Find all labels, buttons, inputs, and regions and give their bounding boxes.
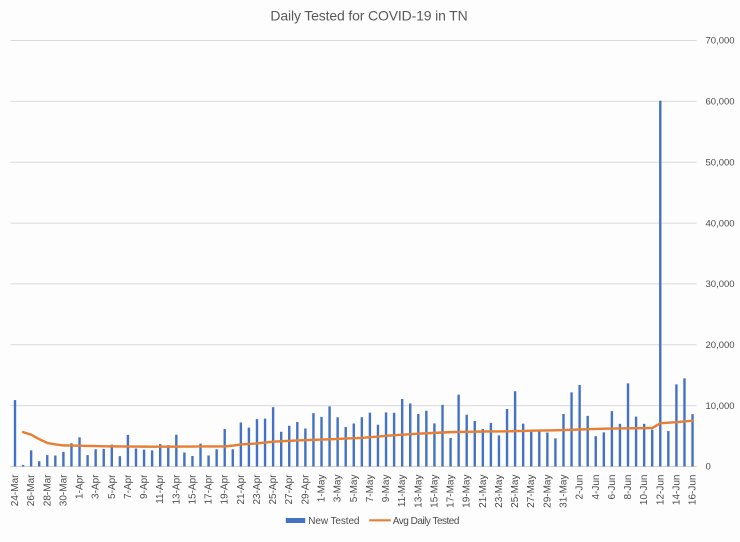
- svg-text:3-May: 3-May: [333, 475, 344, 503]
- svg-text:25-May: 25-May: [510, 475, 521, 508]
- svg-text:1-May: 1-May: [317, 475, 328, 503]
- svg-text:5-Apr: 5-Apr: [107, 474, 118, 499]
- svg-text:27-May: 27-May: [526, 475, 537, 508]
- svg-text:20,000: 20,000: [706, 340, 735, 351]
- svg-text:12-Jun: 12-Jun: [655, 475, 666, 506]
- svg-text:23-Apr: 23-Apr: [252, 474, 263, 505]
- svg-text:19-May: 19-May: [462, 475, 473, 508]
- svg-text:70,000: 70,000: [706, 36, 735, 47]
- svg-text:21-Apr: 21-Apr: [236, 474, 247, 505]
- svg-text:Daily Tested for COVID-19 in T: Daily Tested for COVID-19 in TN: [270, 8, 467, 24]
- svg-text:15-May: 15-May: [429, 475, 440, 508]
- svg-text:9-May: 9-May: [381, 475, 392, 503]
- svg-text:3-Apr: 3-Apr: [91, 474, 102, 499]
- svg-text:23-May: 23-May: [494, 475, 505, 508]
- svg-text:30-Mar: 30-Mar: [58, 474, 69, 506]
- svg-text:11-Apr: 11-Apr: [155, 474, 166, 504]
- svg-text:Avg Daily Tested: Avg Daily Tested: [393, 516, 459, 527]
- svg-text:28-Mar: 28-Mar: [42, 474, 53, 506]
- svg-text:13-May: 13-May: [413, 475, 424, 508]
- svg-text:29-Apr: 29-Apr: [300, 474, 311, 505]
- svg-text:60,000: 60,000: [706, 97, 735, 108]
- svg-text:2-Jun: 2-Jun: [575, 475, 586, 500]
- svg-text:8-Jun: 8-Jun: [623, 475, 634, 500]
- svg-text:7-May: 7-May: [365, 475, 376, 503]
- svg-text:14-Jun: 14-Jun: [671, 475, 682, 506]
- svg-text:4-Jun: 4-Jun: [591, 475, 602, 500]
- svg-text:1-Apr: 1-Apr: [75, 474, 86, 499]
- svg-text:10-Jun: 10-Jun: [639, 475, 650, 506]
- svg-text:30,000: 30,000: [706, 279, 735, 290]
- svg-text:New Tested: New Tested: [308, 516, 359, 527]
- svg-text:11-May: 11-May: [397, 475, 408, 508]
- svg-text:17-May: 17-May: [446, 475, 457, 508]
- svg-text:50,000: 50,000: [706, 157, 735, 168]
- svg-text:25-Apr: 25-Apr: [268, 474, 279, 505]
- svg-text:29-May: 29-May: [542, 475, 553, 508]
- svg-text:10,000: 10,000: [706, 401, 735, 412]
- svg-text:19-Apr: 19-Apr: [220, 474, 231, 505]
- svg-text:17-Apr: 17-Apr: [204, 474, 215, 505]
- svg-text:21-May: 21-May: [478, 475, 489, 508]
- svg-text:26-Mar: 26-Mar: [26, 474, 37, 506]
- svg-text:27-Apr: 27-Apr: [284, 474, 295, 505]
- svg-text:6-Jun: 6-Jun: [607, 475, 618, 500]
- svg-text:0: 0: [706, 462, 711, 473]
- svg-text:13-Apr: 13-Apr: [171, 474, 182, 505]
- svg-text:5-May: 5-May: [349, 475, 360, 503]
- svg-text:24-Mar: 24-Mar: [10, 474, 21, 506]
- svg-text:15-Apr: 15-Apr: [187, 474, 198, 505]
- svg-text:9-Apr: 9-Apr: [139, 474, 150, 499]
- svg-text:7-Apr: 7-Apr: [123, 474, 134, 499]
- svg-text:31-May: 31-May: [558, 475, 569, 508]
- svg-text:40,000: 40,000: [706, 218, 735, 229]
- svg-text:16-Jun: 16-Jun: [688, 475, 699, 506]
